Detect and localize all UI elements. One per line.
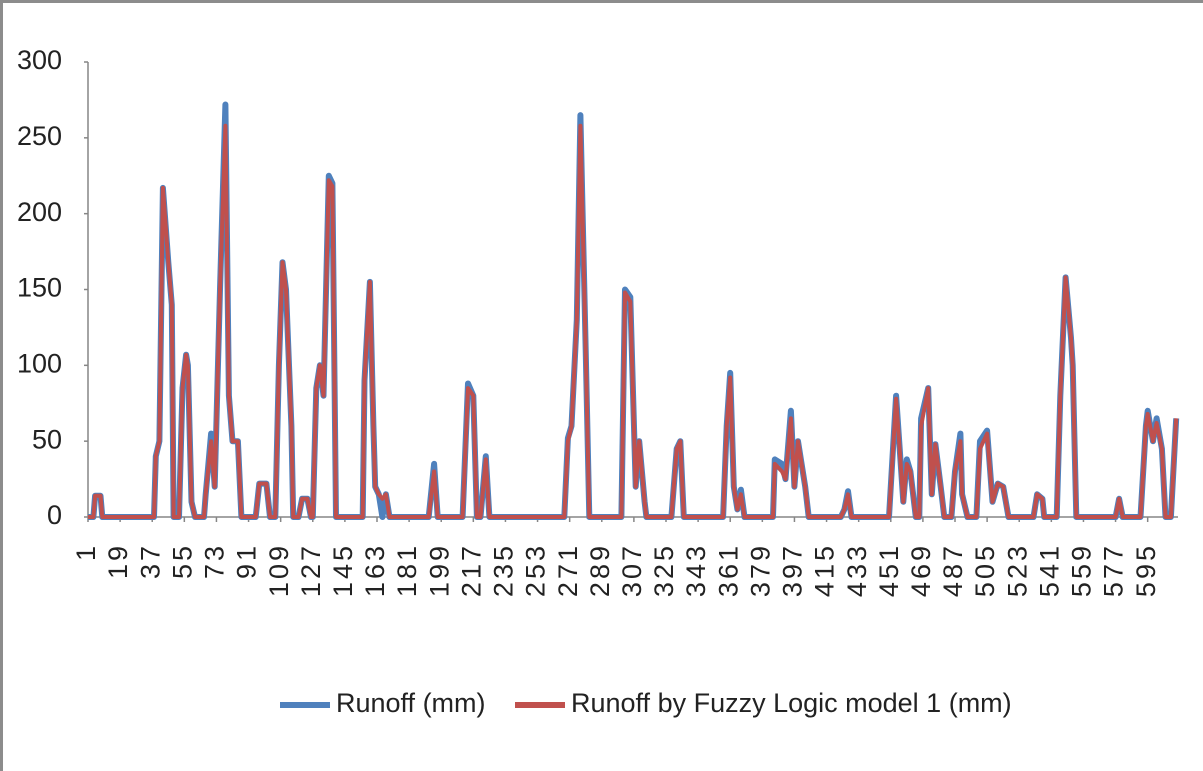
x-tick-label: 55 [167,543,197,579]
x-tick-label: 505 [970,543,1000,597]
x-tick-label: 415 [810,543,840,597]
x-tick-label: 595 [1131,543,1161,597]
series-line [88,123,1179,519]
x-tick-label: 379 [745,543,775,597]
y-tick-label: 50 [32,424,62,454]
x-tick-label: 325 [649,543,679,597]
x-tick-label: 397 [778,543,808,597]
x-tick-label: 577 [1099,543,1129,597]
x-tick-label: 451 [874,543,904,597]
y-tick-label: 250 [17,121,62,151]
x-tick-label: 109 [264,543,294,597]
y-tick-label: 0 [47,500,62,530]
x-tick-label: 343 [681,543,711,597]
x-tick-label: 433 [842,543,872,597]
x-tick-label: 199 [424,543,454,597]
x-tick-label: 235 [489,543,519,597]
y-tick-label: 150 [17,273,62,303]
y-tick-label: 200 [17,197,62,227]
x-tick-label: 181 [392,543,422,597]
x-tick-label: 361 [713,543,743,597]
x-tick-label: 469 [906,543,936,597]
x-tick-label: 1 [71,543,101,561]
legend-label: Runoff (mm) [336,688,486,718]
x-tick-label: 127 [296,543,326,597]
x-tick-label: 487 [938,543,968,597]
legend-label: Runoff by Fuzzy Logic model 1 (mm) [571,688,1012,718]
x-tick-label: 253 [521,543,551,597]
x-tick-label: 145 [328,543,358,597]
x-tick-label: 523 [1002,543,1032,597]
x-tick-label: 91 [232,543,262,579]
x-tick-label: 307 [617,543,647,597]
y-tick-label: 300 [17,45,62,75]
x-tick-label: 73 [200,543,230,579]
x-tick-label: 271 [553,543,583,597]
x-tick-label: 541 [1034,543,1064,597]
x-tick-label: 37 [135,543,165,579]
x-tick-label: 289 [585,543,615,597]
y-tick-label: 100 [17,348,62,378]
x-tick-label: 217 [456,543,486,597]
x-tick-label: 163 [360,543,390,597]
x-tick-label: 559 [1067,543,1097,597]
x-tick-label: 19 [103,543,133,579]
